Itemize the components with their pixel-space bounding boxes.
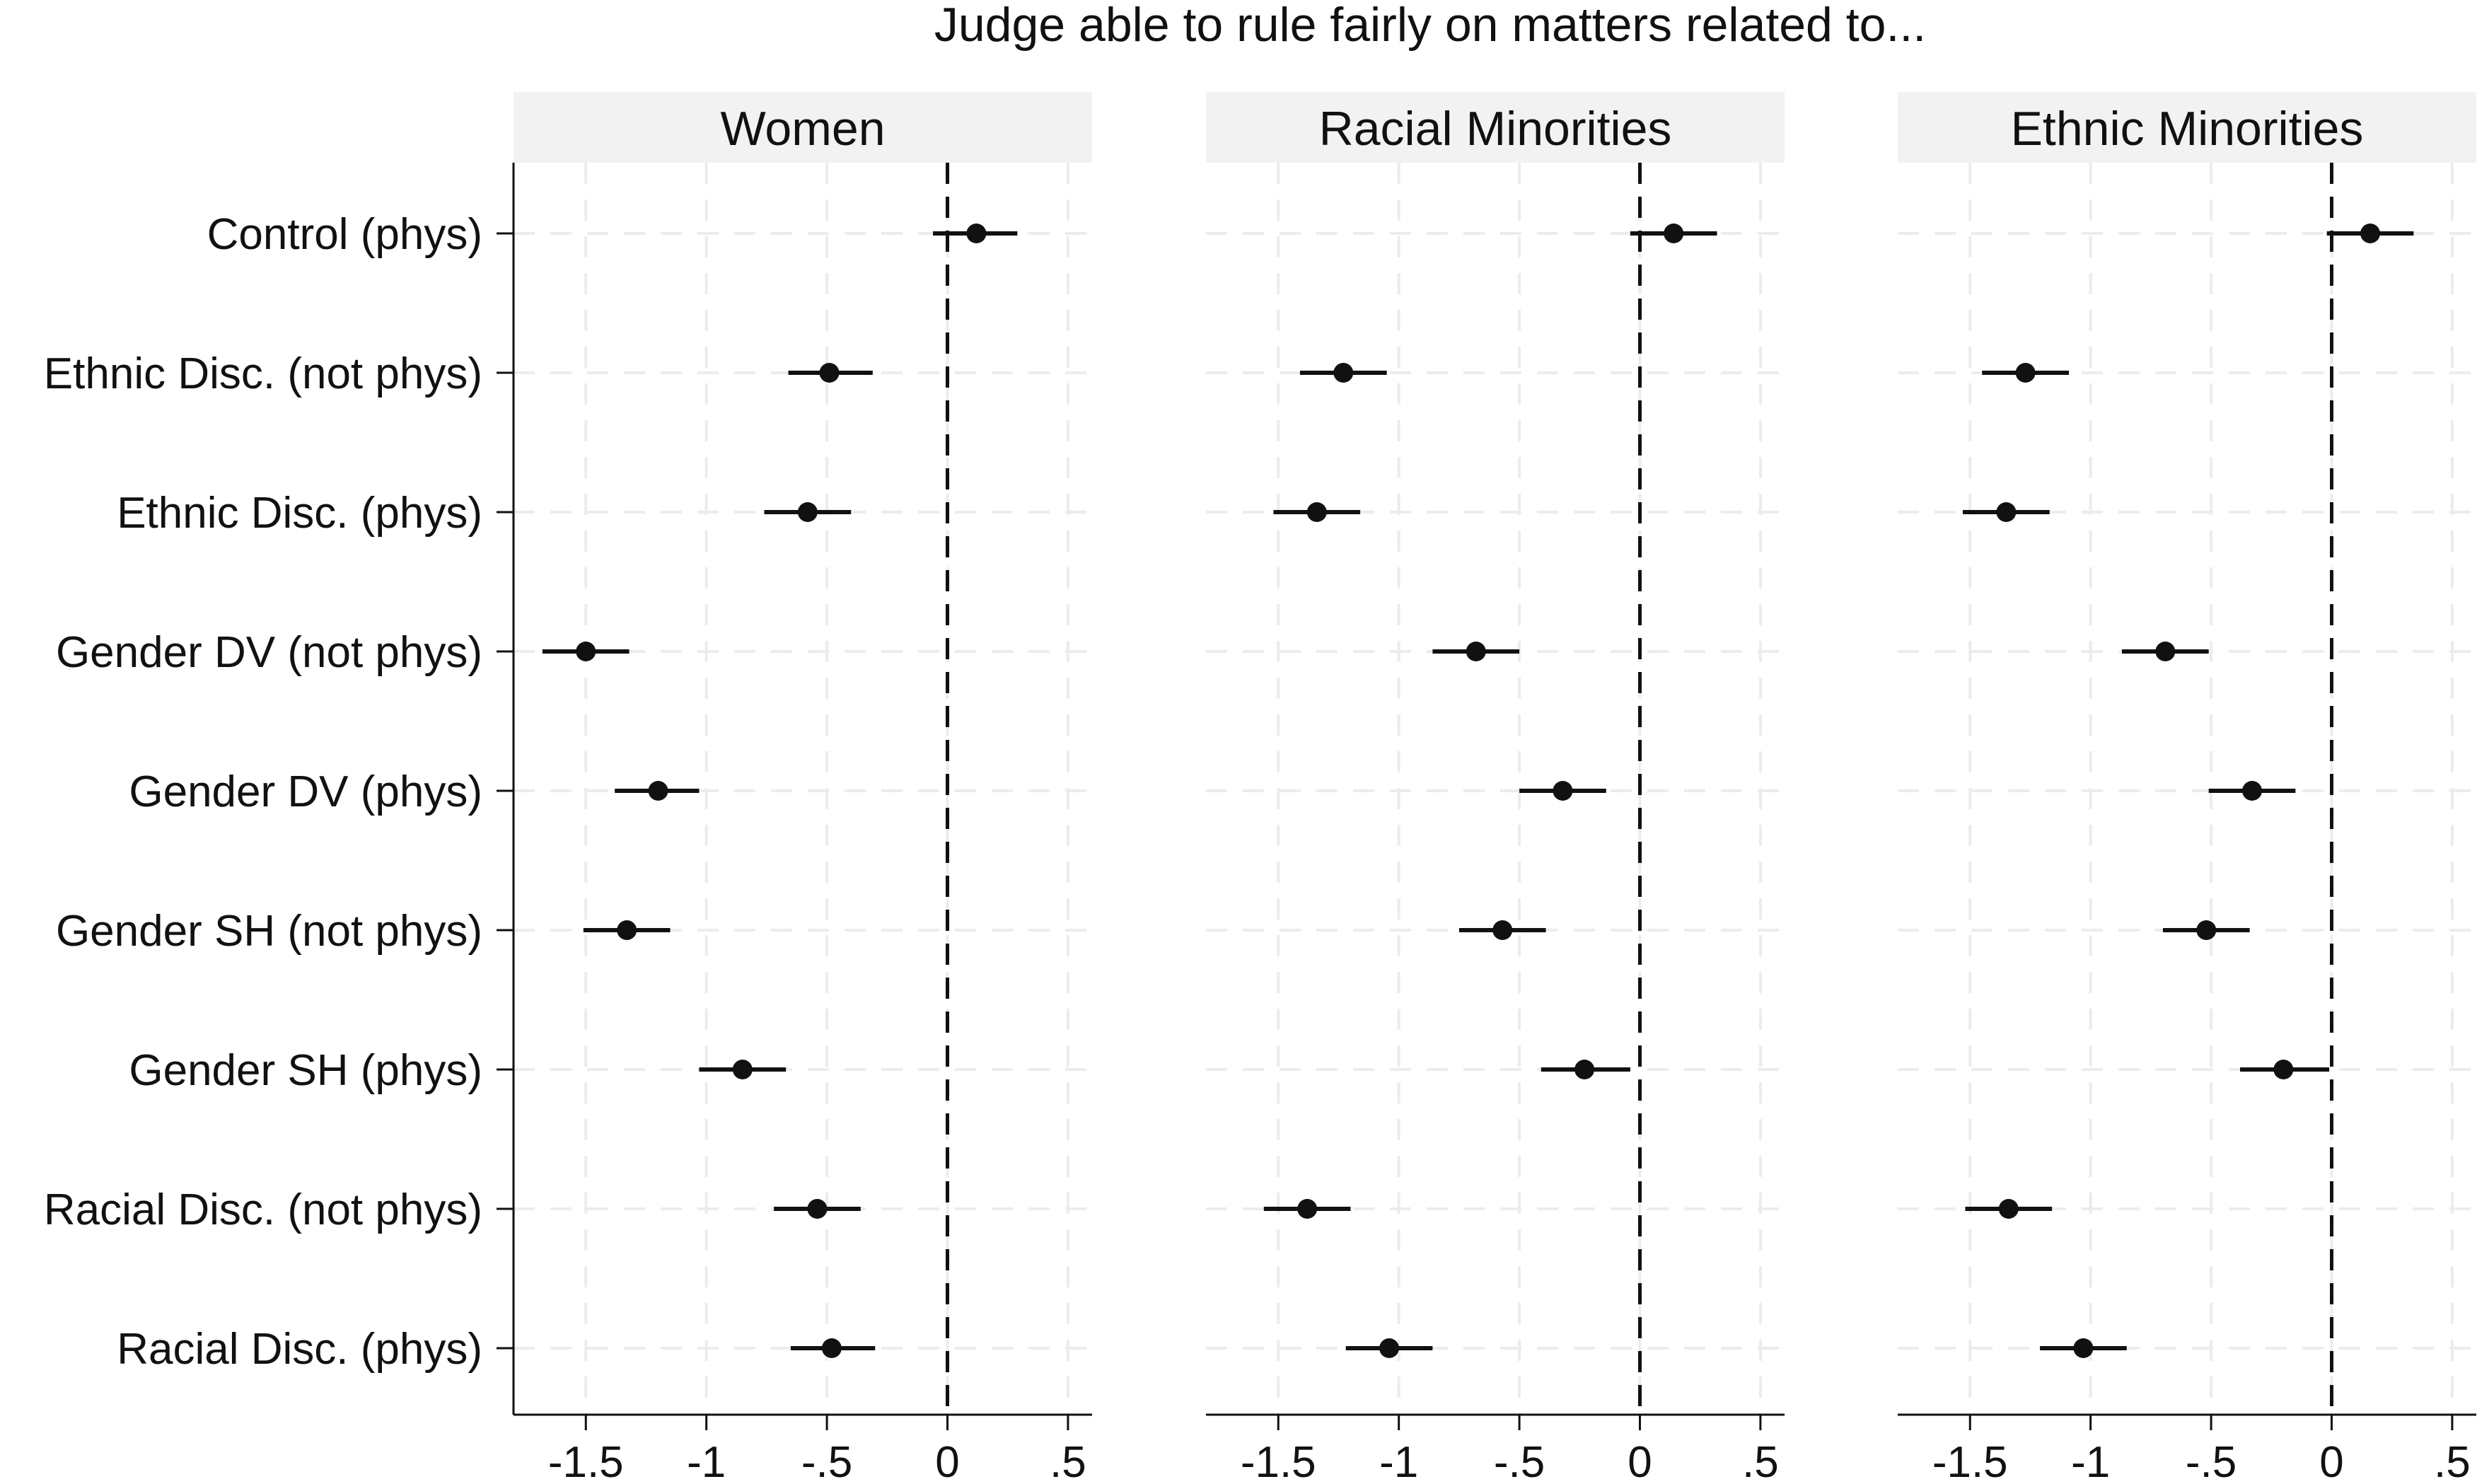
point-estimate <box>1379 1338 1400 1358</box>
facet-strip <box>514 92 1092 163</box>
facet-panel: Ethnic Minorities -1.5 -1 -.5 0 .5 <box>1898 92 2476 1484</box>
point-estimate <box>797 502 818 522</box>
x-tick-label: -.5 <box>801 1438 852 1484</box>
category-label: Gender DV (phys) <box>129 767 482 816</box>
point-estimate <box>1297 1199 1318 1219</box>
point-estimate <box>821 1338 842 1358</box>
x-tick-label: -1.5 <box>1932 1438 2008 1484</box>
x-tick-label: 0 <box>2319 1438 2343 1484</box>
facet-strip-label: Racial Minorities <box>1319 102 1672 156</box>
point-estimate <box>1466 642 1486 661</box>
point-estimate <box>2360 224 2381 243</box>
category-label: Racial Disc. (not phys) <box>44 1186 482 1234</box>
point-estimate <box>2196 920 2217 940</box>
point-estimate <box>1492 920 1513 940</box>
x-tick-label: 0 <box>1628 1438 1652 1484</box>
facet-strip <box>1206 92 1785 163</box>
chart-title: Judge able to rule fairly on matters rel… <box>934 0 1926 52</box>
point-estimate <box>2242 781 2263 801</box>
point-estimate <box>732 1060 753 1079</box>
point-estimate <box>1553 781 1573 801</box>
x-tick-label: -1.5 <box>1241 1438 1316 1484</box>
x-tick-label: -1 <box>687 1438 726 1484</box>
category-label: Ethnic Disc. (not phys) <box>44 349 482 398</box>
x-tick-label: -.5 <box>2186 1438 2237 1484</box>
point-estimate <box>648 781 668 801</box>
point-estimate <box>2015 363 2036 383</box>
point-estimate <box>617 920 637 940</box>
facet-panel: Women -1.5 -1 -.5 0 .5 <box>497 92 1092 1484</box>
x-tick-label: 0 <box>935 1438 959 1484</box>
point-estimate <box>966 224 987 243</box>
category-label: Ethnic Disc. (phys) <box>117 489 482 538</box>
point-estimate <box>807 1199 828 1219</box>
x-tick-label: -.5 <box>1494 1438 1545 1484</box>
facet-strip-label: Ethnic Minorities <box>2011 102 2364 156</box>
x-tick-label: -1 <box>2071 1438 2110 1484</box>
x-tick-label: .5 <box>1742 1438 1779 1484</box>
point-estimate <box>819 363 840 383</box>
category-label: Racial Disc. (phys) <box>117 1325 482 1374</box>
point-estimate <box>2273 1060 2294 1079</box>
facet-panel: Racial Minorities -1.5 -1 -.5 0 .5 <box>1206 92 1785 1484</box>
category-label: Gender DV (not phys) <box>56 628 482 677</box>
facet-strip <box>1898 92 2476 163</box>
point-estimate <box>1664 224 1684 243</box>
x-tick-label: .5 <box>1050 1438 1086 1484</box>
x-tick-label: -1.5 <box>548 1438 624 1484</box>
category-label: Control (phys) <box>207 210 482 259</box>
category-label: Gender SH (not phys) <box>56 907 482 956</box>
point-estimate <box>1998 1199 2019 1219</box>
x-tick-label: -1 <box>1379 1438 1418 1484</box>
category-label: Gender SH (phys) <box>129 1046 482 1095</box>
point-estimate <box>1574 1060 1595 1079</box>
x-tick-label: .5 <box>2434 1438 2471 1484</box>
point-estimate <box>1996 502 2017 522</box>
point-estimate <box>1306 502 1327 522</box>
facet-strip-label: Women <box>720 102 885 156</box>
point-estimate <box>2155 642 2176 661</box>
point-estimate <box>2073 1338 2094 1358</box>
point-estimate <box>1333 363 1354 383</box>
point-estimate <box>576 642 596 661</box>
